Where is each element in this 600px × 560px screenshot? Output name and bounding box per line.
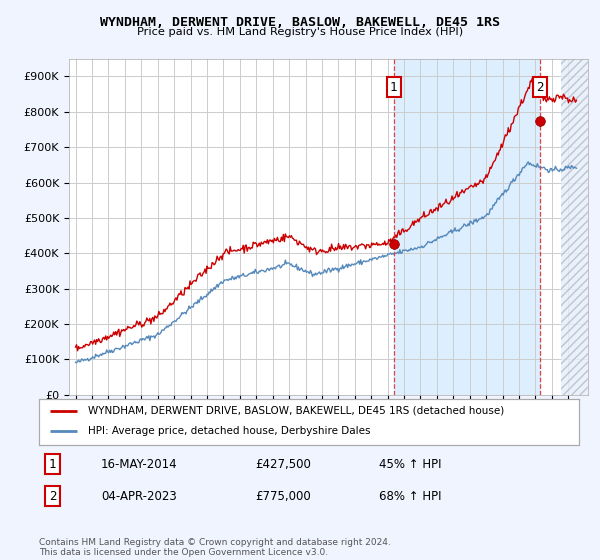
Text: 2: 2 — [49, 490, 56, 503]
Text: 68% ↑ HPI: 68% ↑ HPI — [379, 490, 442, 503]
Text: 04-APR-2023: 04-APR-2023 — [101, 490, 177, 503]
Text: 1: 1 — [49, 458, 56, 471]
Text: 2: 2 — [536, 81, 544, 94]
Text: WYNDHAM, DERWENT DRIVE, BASLOW, BAKEWELL, DE45 1RS (detached house): WYNDHAM, DERWENT DRIVE, BASLOW, BAKEWELL… — [88, 406, 504, 416]
Text: WYNDHAM, DERWENT DRIVE, BASLOW, BAKEWELL, DE45 1RS: WYNDHAM, DERWENT DRIVE, BASLOW, BAKEWELL… — [100, 16, 500, 29]
Text: £775,000: £775,000 — [255, 490, 311, 503]
Polygon shape — [561, 59, 588, 395]
Text: £427,500: £427,500 — [255, 458, 311, 471]
Text: Price paid vs. HM Land Registry's House Price Index (HPI): Price paid vs. HM Land Registry's House … — [137, 27, 463, 37]
Text: 45% ↑ HPI: 45% ↑ HPI — [379, 458, 442, 471]
Text: 16-MAY-2014: 16-MAY-2014 — [101, 458, 178, 471]
Bar — [394, 59, 540, 395]
Text: Contains HM Land Registry data © Crown copyright and database right 2024.
This d: Contains HM Land Registry data © Crown c… — [39, 538, 391, 557]
Text: 1: 1 — [390, 81, 397, 94]
Text: HPI: Average price, detached house, Derbyshire Dales: HPI: Average price, detached house, Derb… — [88, 426, 370, 436]
